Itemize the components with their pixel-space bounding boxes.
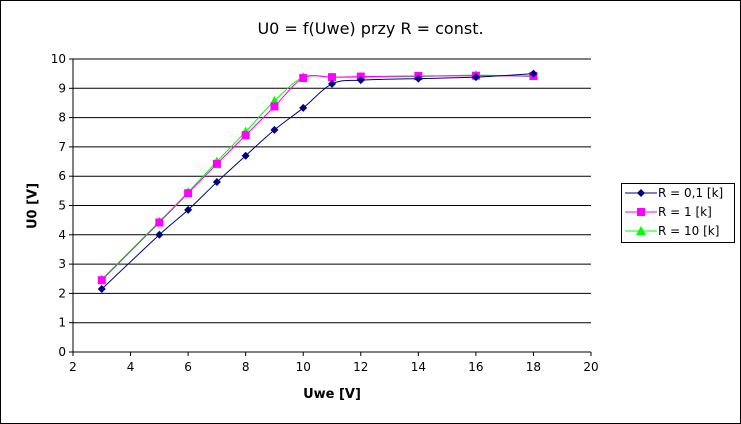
data-point-series-1 — [241, 151, 250, 160]
data-point-series-1 — [212, 178, 221, 187]
x-tick-label: 12 — [353, 360, 368, 374]
y-tick-label: 4 — [58, 228, 66, 242]
y-axis-label: U0 [V] — [25, 182, 41, 230]
data-point-series-1 — [155, 230, 164, 239]
chart-title: U0 = f(Uwe) przy R = const. — [257, 19, 484, 38]
data-point-series-1 — [471, 73, 480, 82]
x-tick-label: 18 — [526, 360, 541, 374]
y-tick-label: 7 — [58, 140, 66, 154]
x-tick-label: 10 — [296, 360, 311, 374]
data-point-series-3 — [269, 95, 279, 105]
legend-item-series-3: R = 10 [k] — [622, 222, 734, 240]
data-point-series-1 — [184, 205, 193, 214]
data-point-series-1 — [356, 76, 365, 85]
y-tick-label: 1 — [58, 316, 66, 330]
legend-label-series-2: R = 1 [k] — [658, 205, 712, 219]
legend-symbol-square-icon — [625, 208, 657, 216]
y-tick-label: 5 — [58, 199, 66, 213]
data-point-series-2 — [212, 159, 221, 168]
y-tick-label: 10 — [51, 52, 66, 66]
data-point-series-2 — [328, 73, 336, 82]
x-tick-label: 6 — [184, 360, 192, 374]
legend-label-series-1: R = 0,1 [k] — [658, 186, 724, 200]
y-tick-label: 9 — [58, 81, 66, 95]
x-tick-label: 2 — [69, 360, 77, 374]
data-point-series-2 — [97, 276, 106, 285]
legend-symbol-diamond-icon — [625, 189, 657, 197]
legend: R = 0,1 [k] R = 1 [k] R = 10 [k] — [621, 183, 735, 243]
x-tick-label: 8 — [242, 360, 250, 374]
data-point-series-2 — [184, 189, 193, 198]
y-tick-label: 2 — [58, 286, 66, 300]
data-point-series-1 — [299, 103, 308, 112]
data-point-series-1 — [414, 74, 423, 83]
x-axis-label: Uwe [V] — [303, 387, 361, 402]
x-tick-label: 16 — [468, 360, 483, 374]
y-tick-label: 3 — [58, 257, 66, 271]
legend-item-series-1: R = 0,1 [k] — [622, 184, 734, 202]
y-tick-label: 0 — [58, 345, 66, 359]
x-tick-label: 14 — [411, 360, 426, 374]
x-tick-label: 20 — [583, 360, 598, 374]
data-point-series-1 — [328, 79, 336, 88]
data-point-series-2 — [270, 102, 279, 111]
data-point-series-1 — [97, 285, 106, 294]
legend-item-series-2: R = 1 [k] — [622, 203, 734, 221]
y-tick-label: 8 — [58, 111, 66, 125]
data-point-series-2 — [241, 131, 250, 140]
legend-symbol-triangle-icon — [625, 226, 657, 235]
y-tick-label: 6 — [58, 169, 66, 183]
data-point-series-2 — [155, 218, 164, 227]
data-point-series-1 — [529, 69, 538, 78]
x-tick-label: 4 — [127, 360, 135, 374]
data-point-series-2 — [299, 74, 308, 83]
legend-label-series-3: R = 10 [k] — [658, 224, 720, 238]
data-point-series-1 — [270, 125, 279, 134]
